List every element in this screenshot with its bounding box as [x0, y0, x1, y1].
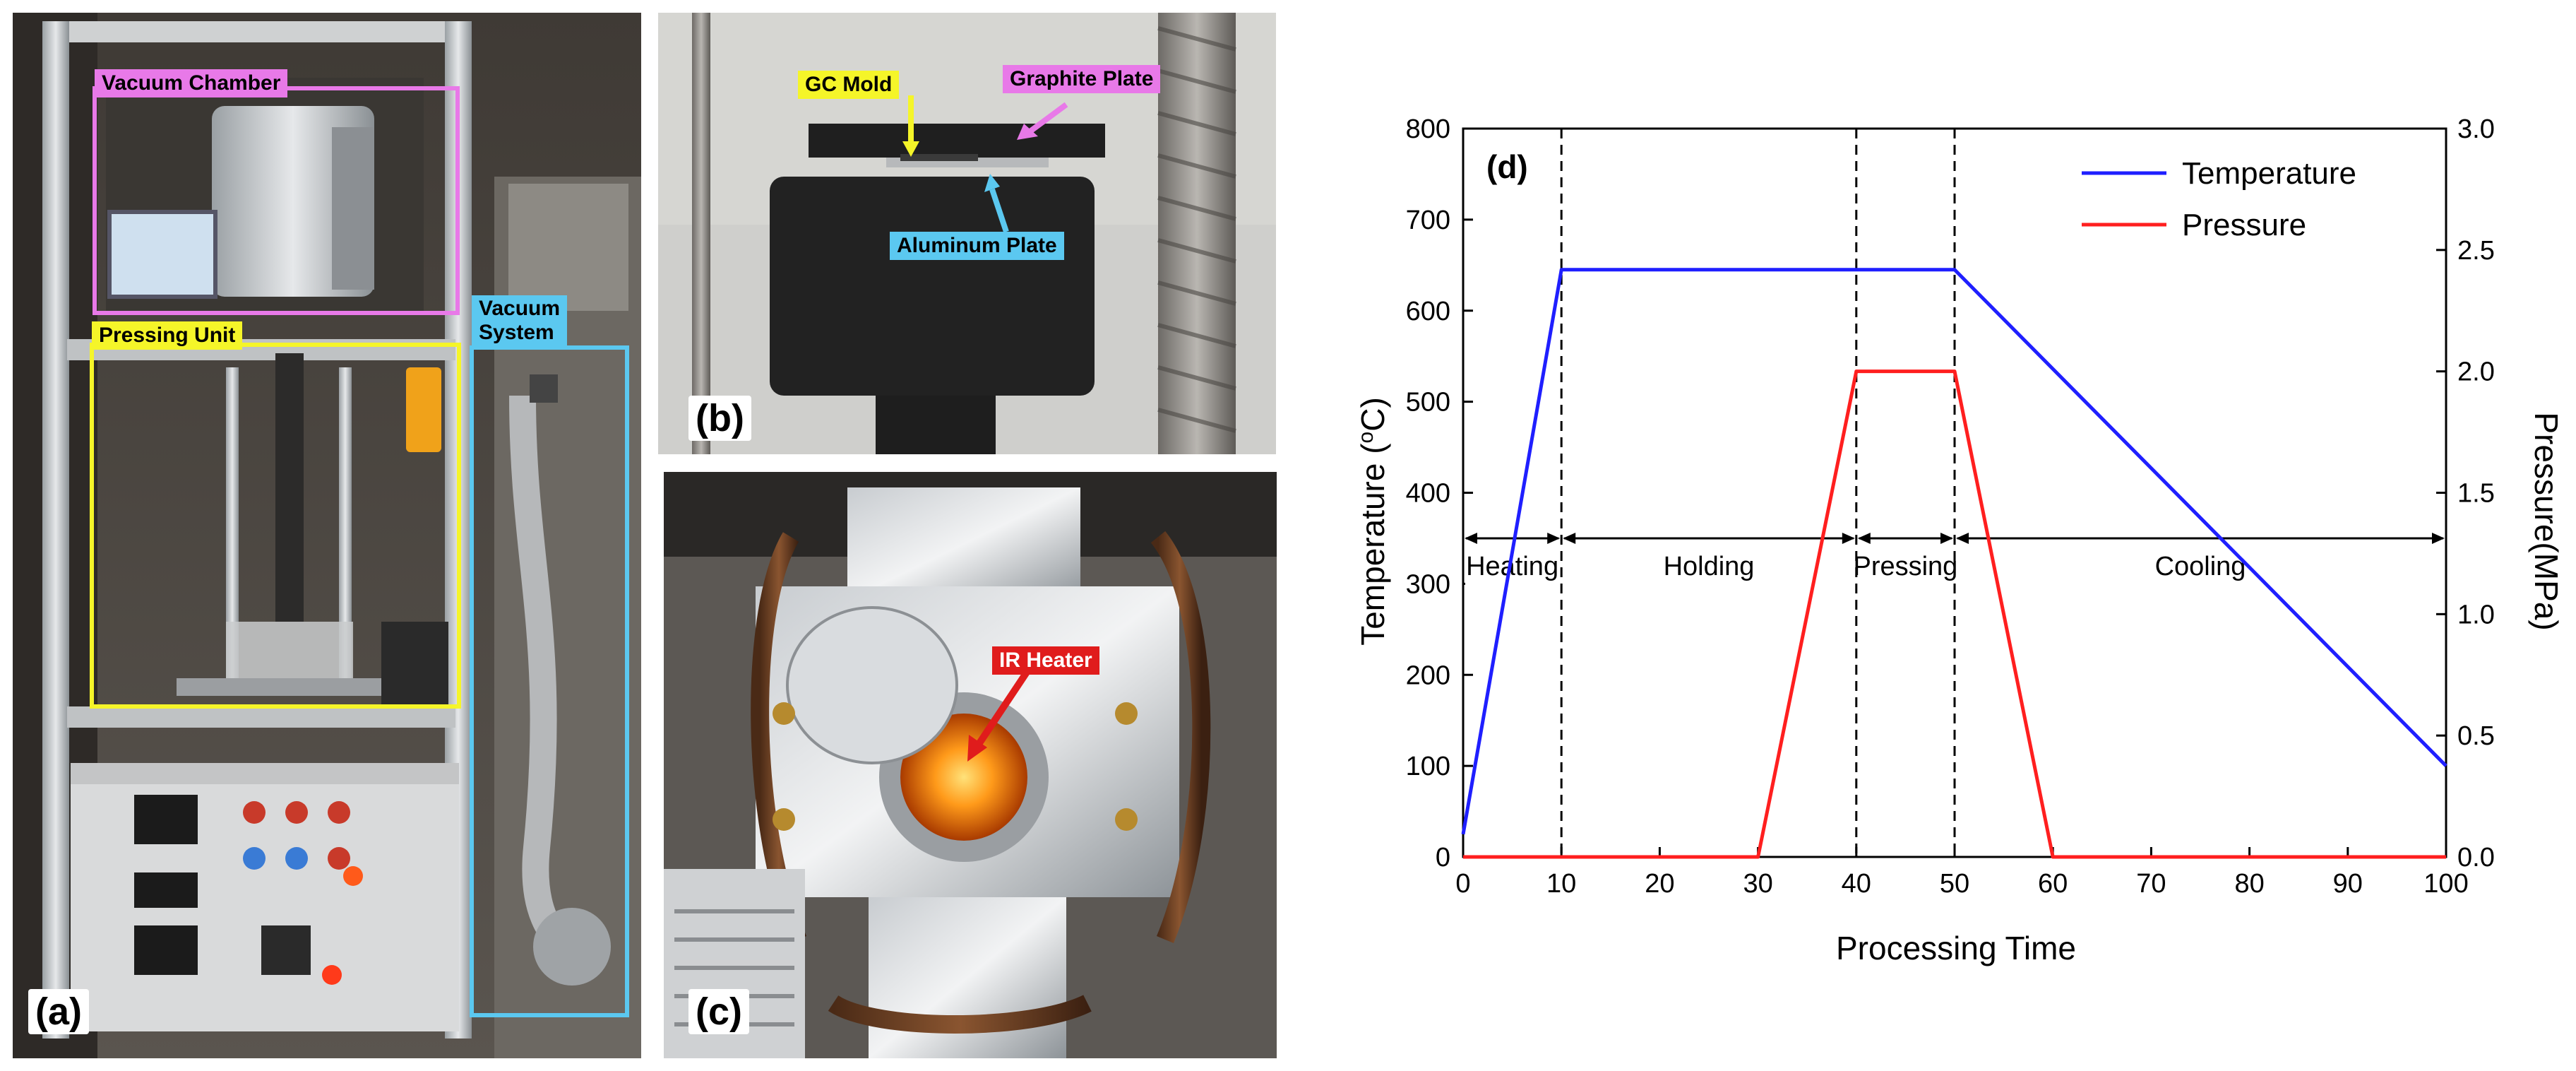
vacuum-system-box — [470, 345, 629, 1017]
panel-label-b: (b) — [688, 396, 751, 441]
phase-arrowhead-left — [1857, 532, 1871, 544]
ir-heater-arrow — [974, 669, 1031, 747]
pressing-unit-box — [90, 343, 461, 709]
graphite-plate-arrow — [1029, 102, 1068, 134]
x-tick-label: 10 — [1546, 869, 1576, 899]
legend-label-temperature: Temperature — [2182, 156, 2356, 191]
phase-arrowhead-left — [1563, 532, 1576, 544]
series-line-pressure — [1463, 369, 2446, 859]
graphite-plate-label: Graphite Plate — [1003, 65, 1161, 93]
series-line-temperature — [1461, 268, 2447, 835]
phase-arrowhead-right — [1547, 532, 1561, 544]
photo-b-mold-setup — [658, 13, 1276, 454]
y-left-tick-label: 700 — [1406, 206, 1450, 235]
y-right-tick-label: 0.5 — [2457, 721, 2495, 751]
phase-arrowhead-right — [1842, 532, 1855, 544]
phase-label-bg — [1962, 543, 2439, 586]
y-right-tick-label: 3.0 — [2457, 114, 2495, 144]
y-right-tick-label: 2.0 — [2457, 357, 2495, 387]
y-left-tick-label: 0 — [1436, 843, 1450, 872]
phase-label: Pressing — [1853, 552, 1957, 581]
legend: Temperature Pressure — [2082, 156, 2356, 242]
vacuum-chamber-label: Vacuum Chamber — [95, 69, 288, 97]
phase-arrowhead-right — [2432, 532, 2445, 544]
phase-arrowhead-right — [1940, 532, 1953, 544]
y-right-tick-label: 1.5 — [2457, 479, 2495, 509]
gc-mold-label: GC Mold — [798, 71, 900, 99]
x-tick-label: 100 — [2423, 869, 2468, 899]
panel-label-a: (a) — [28, 989, 89, 1034]
pressing-unit-label: Pressing Unit — [92, 321, 243, 350]
y-axis-right: 0.0 0.5 1.0 1.5 2.0 2.5 3.0 — [2436, 114, 2495, 872]
aluminum-plate-label: Aluminum Plate — [890, 232, 1064, 260]
y-right-tick-label: 1.0 — [2457, 600, 2495, 629]
x-axis-label: Processing Time — [1836, 930, 2076, 966]
x-tick-label: 90 — [2333, 869, 2363, 899]
phase-label-bg — [1863, 543, 1948, 586]
aluminum-plate-arrow — [989, 188, 1009, 233]
y-left-tick-label: 400 — [1406, 479, 1450, 509]
x-tick-label: 20 — [1645, 869, 1674, 899]
phase-boundaries — [1560, 129, 1956, 857]
y-left-tick-label: 600 — [1406, 297, 1450, 326]
photo-a-equipment — [13, 13, 641, 1058]
ir-heater-label: IR Heater — [992, 646, 1099, 675]
vacuum-system-label: Vacuum System — [472, 295, 568, 346]
x-tick-label: 70 — [2136, 869, 2166, 899]
photo-c-ir-heater — [664, 472, 1277, 1058]
phase-arrowhead-left — [1465, 532, 1477, 544]
y-left-tick-label: 800 — [1406, 114, 1450, 144]
x-tick-label: 0 — [1455, 869, 1470, 899]
y-axis-right-label: Pressure(MPa) — [2528, 412, 2565, 630]
series — [1461, 268, 2447, 859]
x-tick-label: 50 — [1940, 869, 1969, 899]
phase-label: Holding — [1664, 552, 1755, 581]
phase-arrows: Heating Holding Pressing Cooling — [1465, 532, 2445, 586]
y-left-tick-label: 200 — [1406, 661, 1450, 690]
panel-label-c: (c) — [688, 989, 749, 1034]
x-tick-label: 80 — [2234, 869, 2264, 899]
phase-label: Cooling — [2155, 552, 2246, 581]
y-right-tick-label: 0.0 — [2457, 843, 2495, 872]
x-tick-label: 60 — [2038, 869, 2068, 899]
y-axis-left-label: Temperature (oC) — [1354, 397, 1392, 646]
phase-arrowhead-left — [1956, 532, 1969, 544]
y-axis-left: 0 100 200 300 400 500 600 700 800 — [1406, 114, 1473, 872]
x-tick-label: 30 — [1743, 869, 1772, 899]
panel-label-d: (d) — [1486, 148, 1528, 185]
x-axis: 0 10 20 30 40 50 60 70 80 90 100 — [1455, 847, 2469, 899]
y-left-tick-label: 500 — [1406, 388, 1450, 418]
y-left-tick-label: 300 — [1406, 569, 1450, 599]
phase-label-bg — [1568, 543, 1849, 586]
legend-label-pressure: Pressure — [2182, 208, 2306, 242]
x-tick-label: 40 — [1842, 869, 1871, 899]
y-right-tick-label: 2.5 — [2457, 236, 2495, 266]
y-left-tick-label: 100 — [1406, 752, 1450, 781]
